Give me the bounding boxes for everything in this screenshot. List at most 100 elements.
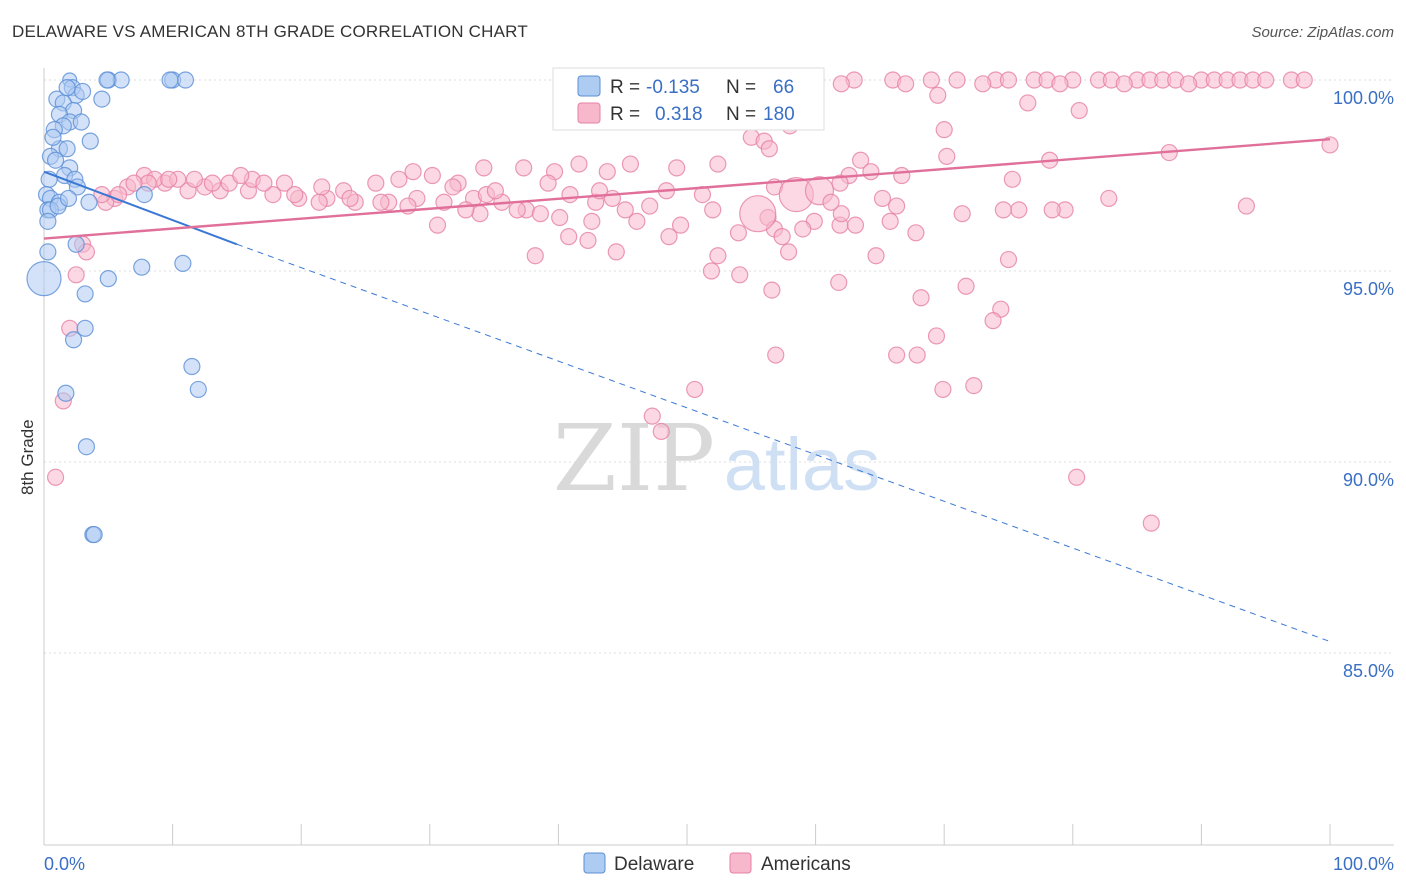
chart-source: Source: ZipAtlas.com bbox=[1251, 24, 1394, 41]
delaware-point bbox=[98, 71, 116, 89]
delaware-point bbox=[39, 212, 57, 230]
americans-point bbox=[907, 224, 925, 242]
americans-point bbox=[974, 75, 992, 93]
americans-point bbox=[526, 247, 544, 265]
americans-point bbox=[830, 273, 848, 292]
americans-point bbox=[1010, 201, 1028, 219]
americans-trend-line bbox=[43, 138, 1331, 240]
delaware-point bbox=[46, 151, 65, 169]
americans-point bbox=[948, 71, 966, 89]
americans-point bbox=[912, 289, 930, 307]
x-tick-label-right: 100.0% bbox=[1333, 854, 1394, 874]
americans-point bbox=[372, 193, 390, 211]
americans-point bbox=[515, 159, 533, 177]
delaware-point bbox=[44, 128, 62, 146]
americans-point bbox=[643, 407, 661, 425]
delaware-point bbox=[77, 438, 96, 456]
americans-point bbox=[822, 193, 840, 211]
americans-point bbox=[652, 422, 670, 441]
y-tick-label-3: 85.0% bbox=[1343, 661, 1394, 681]
delaware-point bbox=[57, 384, 75, 402]
americans-point bbox=[862, 163, 880, 181]
stats-r-label-americans: R = bbox=[610, 104, 640, 125]
delaware-point bbox=[58, 79, 76, 97]
americans-point bbox=[1295, 71, 1313, 89]
legend-swatch-delaware bbox=[583, 852, 606, 874]
americans-point bbox=[423, 166, 441, 185]
delaware-point bbox=[85, 525, 103, 544]
delaware-point bbox=[26, 261, 62, 297]
americans-point bbox=[1321, 136, 1339, 154]
americans-point bbox=[935, 121, 953, 139]
americans-point bbox=[1142, 514, 1160, 532]
americans-point bbox=[731, 266, 749, 284]
americans-point bbox=[671, 216, 690, 234]
watermark: ZIP atlas bbox=[553, 405, 880, 512]
americans-point bbox=[779, 243, 798, 261]
stats-n-label-delaware: N = bbox=[726, 77, 756, 98]
americans-point bbox=[1070, 101, 1088, 120]
americans-point bbox=[561, 186, 579, 204]
americans-point bbox=[984, 312, 1002, 330]
delaware-point bbox=[99, 270, 117, 288]
delaware-point bbox=[73, 82, 92, 101]
stats-legend: R = -0.135 N = 66 R = 0.318 N = 180 bbox=[552, 67, 825, 131]
delaware-point bbox=[189, 380, 207, 399]
axes bbox=[43, 68, 1394, 846]
delaware-point bbox=[174, 254, 192, 272]
americans-point bbox=[486, 182, 504, 200]
stats-swatch-americans bbox=[577, 102, 601, 124]
americans-point bbox=[832, 75, 850, 93]
americans-point bbox=[929, 86, 947, 104]
americans-point bbox=[583, 212, 601, 230]
americans-point bbox=[767, 346, 785, 364]
americans-point bbox=[255, 174, 273, 192]
americans-point bbox=[704, 201, 722, 219]
americans-point bbox=[579, 231, 597, 250]
americans-point bbox=[367, 174, 385, 192]
delaware-point bbox=[135, 186, 153, 204]
americans-point bbox=[203, 174, 222, 192]
delaware-trend-line bbox=[43, 170, 238, 246]
americans-point bbox=[341, 189, 359, 208]
americans-point bbox=[773, 228, 791, 246]
americans-point bbox=[160, 170, 178, 188]
americans-point bbox=[313, 178, 331, 196]
americans-point bbox=[1068, 468, 1086, 486]
stats-r-value-delaware: -0.135 bbox=[646, 77, 700, 98]
americans-point bbox=[881, 212, 899, 230]
americans-point bbox=[938, 147, 956, 165]
watermark-atlas: atlas bbox=[724, 423, 880, 506]
americans-point bbox=[831, 174, 849, 192]
americans-point bbox=[621, 155, 640, 173]
americans-point bbox=[873, 189, 892, 208]
americans-point bbox=[539, 174, 557, 192]
americans-point bbox=[531, 205, 549, 223]
delaware-point bbox=[64, 331, 83, 349]
americans-point bbox=[641, 197, 659, 215]
americans-point bbox=[1019, 94, 1037, 112]
americans-point bbox=[93, 186, 111, 204]
stats-n-value-delaware: 66 bbox=[773, 77, 794, 98]
x-tick-labels: 0.0% 100.0% bbox=[44, 854, 1394, 874]
americans-point bbox=[709, 247, 727, 265]
delaware-point bbox=[161, 71, 179, 89]
americans-point bbox=[1051, 75, 1069, 93]
americans-point bbox=[794, 220, 812, 238]
americans-point bbox=[471, 205, 489, 223]
trend-lines bbox=[43, 138, 1331, 643]
delaware-point bbox=[93, 90, 111, 108]
americans-point bbox=[927, 327, 946, 345]
stats-swatch-delaware bbox=[577, 75, 601, 97]
delaware-series bbox=[26, 71, 207, 544]
americans-point bbox=[686, 380, 704, 399]
americans-point bbox=[508, 201, 526, 219]
delaware-point bbox=[59, 189, 78, 208]
y-tick-label-0: 100.0% bbox=[1333, 88, 1394, 108]
y-tick-label-1: 95.0% bbox=[1343, 279, 1394, 299]
americans-point bbox=[908, 346, 926, 364]
legend-label-americans: Americans bbox=[761, 854, 851, 875]
americans-point bbox=[390, 170, 408, 188]
delaware-point bbox=[39, 243, 57, 261]
